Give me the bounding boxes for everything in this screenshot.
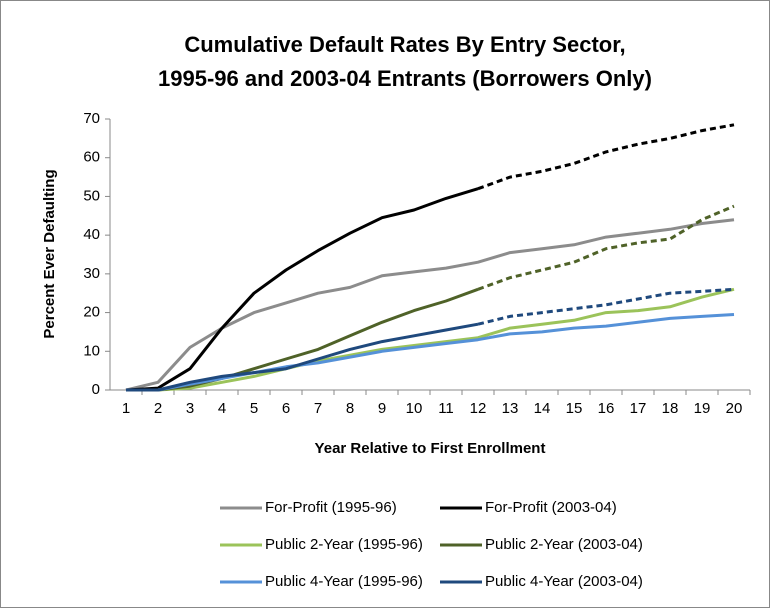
y-tick-label: 10: [83, 342, 100, 359]
legend-label: For-Profit (1995-96): [265, 499, 397, 516]
y-tick-label: 60: [83, 149, 100, 166]
x-tick-label: 20: [726, 400, 743, 417]
legend-label: Public 2-Year (2003-04): [485, 536, 643, 553]
x-tick-label: 18: [662, 400, 679, 417]
y-tick-label: 20: [83, 304, 100, 321]
x-tick-label: 4: [218, 400, 226, 417]
y-tick-label: 70: [83, 110, 100, 127]
y-tick-label: 0: [92, 381, 100, 398]
x-tick-label: 7: [314, 400, 322, 417]
x-tick-label: 8: [346, 400, 354, 417]
x-tick-label: 9: [378, 400, 386, 417]
chart-title: 1995-96 and 2003-04 Entrants (Borrowers …: [158, 66, 652, 91]
y-tick-label: 30: [83, 265, 100, 282]
x-tick-label: 5: [250, 400, 258, 417]
x-tick-label: 15: [566, 400, 583, 417]
y-tick-label: 40: [83, 226, 100, 243]
x-tick-label: 1: [122, 400, 130, 417]
legend-label: For-Profit (2003-04): [485, 499, 617, 516]
legend-label: Public 4-Year (1995-96): [265, 573, 423, 590]
y-tick-label: 50: [83, 187, 100, 204]
x-tick-label: 14: [534, 400, 551, 417]
x-tick-label: 2: [154, 400, 162, 417]
y-axis-title: Percent Ever Defaulting: [41, 169, 58, 338]
chart-title: Cumulative Default Rates By Entry Sector…: [184, 32, 625, 57]
x-tick-label: 11: [438, 400, 454, 417]
series-line: [477, 123, 735, 191]
x-tick-label: 19: [694, 400, 711, 417]
x-tick-label: 13: [502, 400, 519, 417]
series-line: [126, 322, 479, 392]
legend-label: Public 2-Year (1995-96): [265, 536, 423, 553]
series-line: [125, 187, 479, 392]
series-line: [126, 287, 735, 392]
x-tick-label: 17: [630, 400, 647, 417]
series-line: [126, 287, 479, 392]
series-line: [477, 204, 735, 291]
series-line: [126, 313, 735, 392]
x-tick-label: 3: [186, 400, 194, 417]
series-line: [477, 287, 735, 326]
legend-label: Public 4-Year (2003-04): [485, 573, 643, 590]
x-tick-label: 10: [406, 400, 423, 417]
x-tick-label: 6: [282, 400, 290, 417]
x-tick-label: 16: [598, 400, 615, 417]
x-tick-label: 12: [470, 400, 487, 417]
series-line: [125, 218, 735, 392]
x-axis-title: Year Relative to First Enrollment: [315, 440, 546, 457]
